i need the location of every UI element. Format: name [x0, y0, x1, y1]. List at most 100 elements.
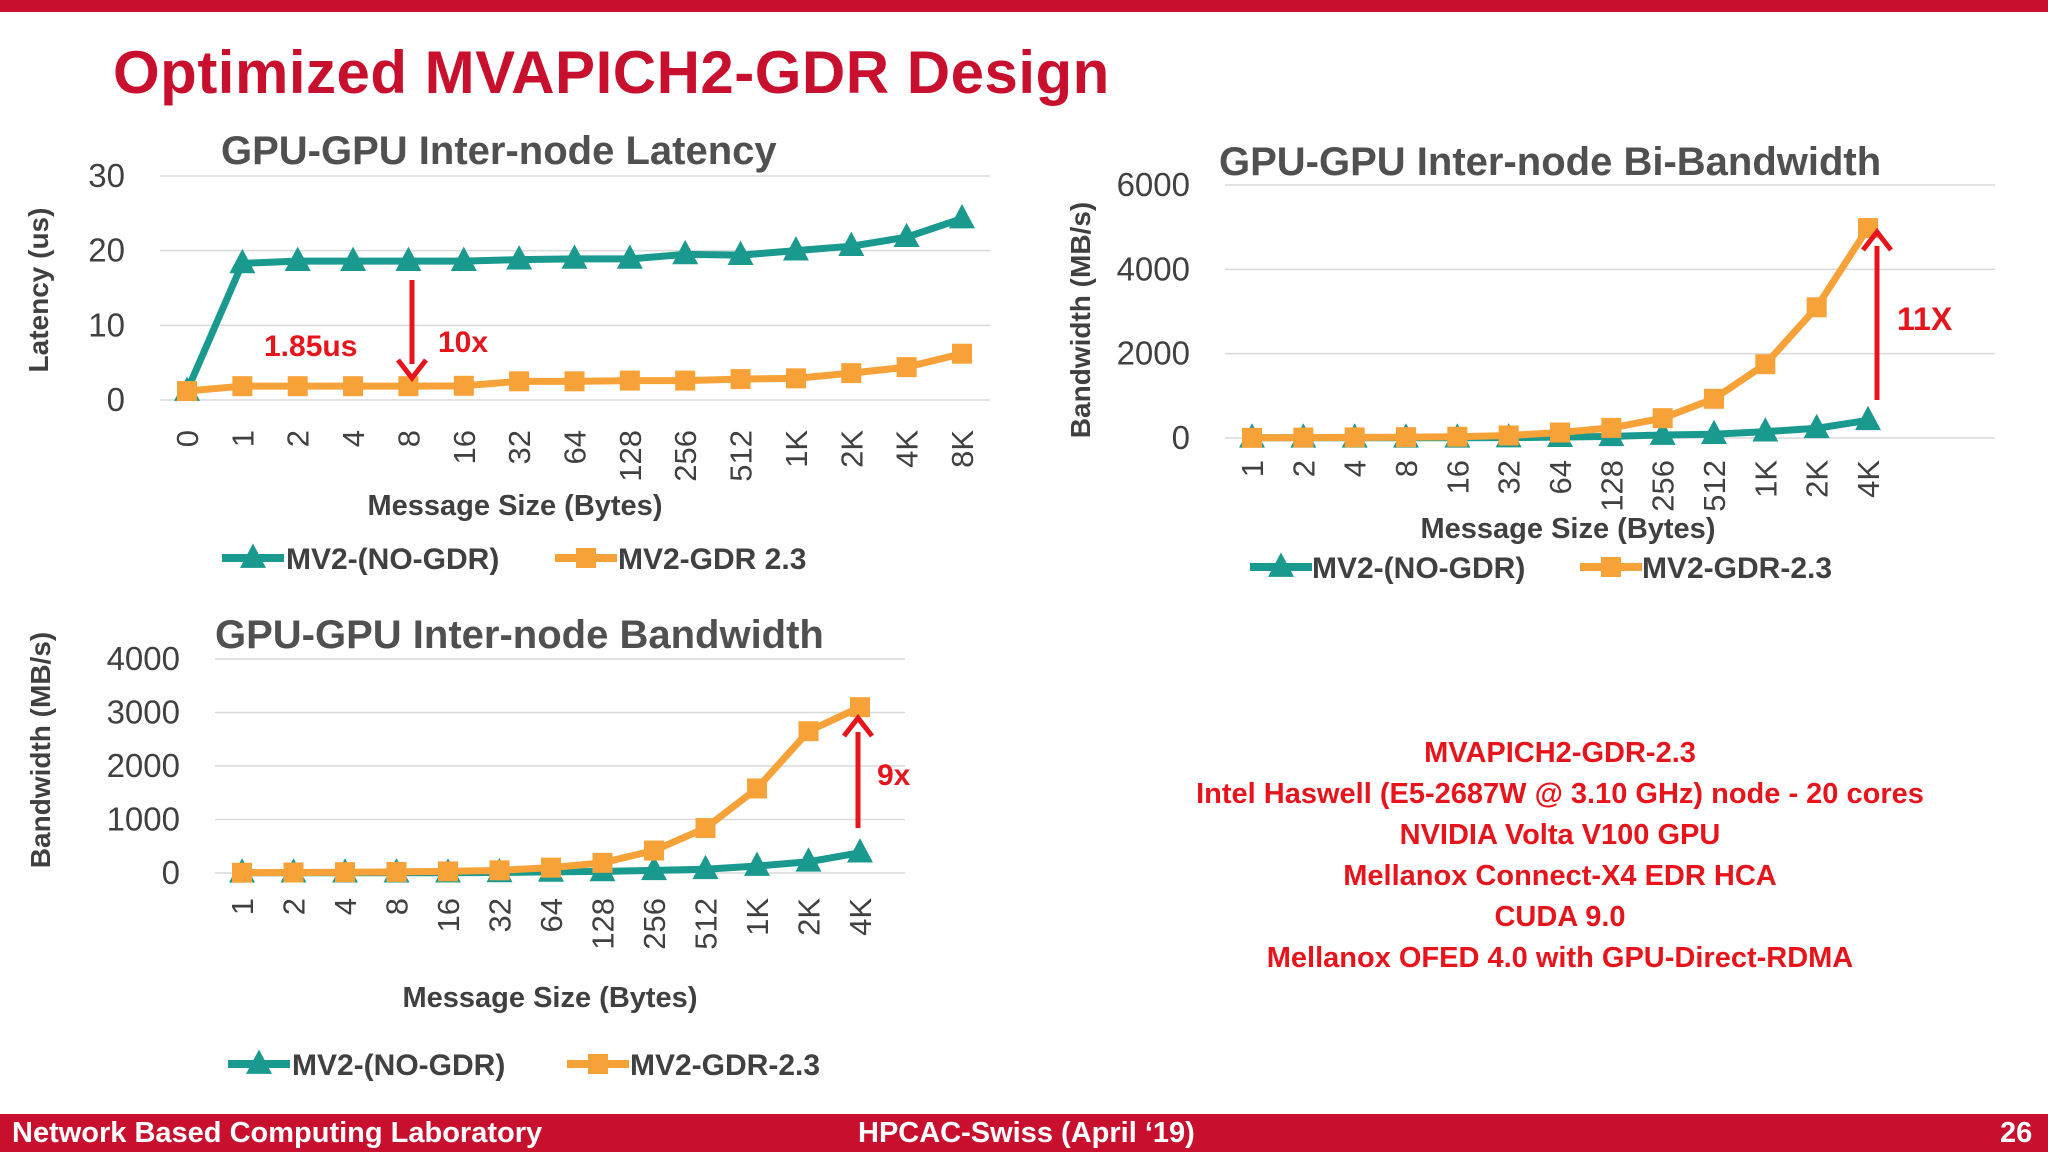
data-point [841, 363, 862, 384]
data-point [395, 246, 422, 271]
x-tick-label: 1K [779, 430, 814, 468]
data-point [838, 231, 865, 257]
chart-title: GPU-GPU Inter-node Latency [221, 129, 777, 173]
data-point [1601, 417, 1622, 438]
data-point [1855, 405, 1881, 431]
data-point [386, 861, 407, 882]
x-tick-label: 16 [1440, 460, 1475, 494]
footer-page-number: 26 [2000, 1117, 2033, 1149]
legend-label: MV2-(NO-GDR) [1312, 552, 1525, 585]
info-line: Mellanox OFED 4.0 with GPU-Direct-RDMA [1266, 942, 1854, 974]
x-tick-label: 4 [1338, 460, 1373, 477]
legend-marker [588, 1054, 608, 1074]
data-point [287, 376, 308, 397]
x-tick-label: 2K [834, 430, 869, 468]
annotation-arrowhead [1861, 227, 1893, 252]
data-point [952, 343, 972, 364]
x-tick-label: 128 [1594, 460, 1629, 512]
y-tick-label: 30 [88, 157, 125, 194]
x-tick-label: 2 [1286, 460, 1321, 477]
x-tick-label: 256 [1646, 460, 1681, 512]
data-point [1704, 388, 1724, 409]
data-point [850, 697, 870, 718]
y-tick-label: 0 [107, 381, 125, 418]
data-point [1447, 426, 1468, 447]
legend-label: MV2-GDR-2.3 [630, 1049, 820, 1082]
series-line [1251, 226, 1871, 442]
data-point [644, 840, 664, 861]
data-point [284, 246, 311, 271]
top-accent-bar [0, 0, 2048, 12]
footer-lab-name: Network Based Computing Laboratory [12, 1117, 543, 1149]
x-tick-label: 4K [890, 430, 925, 468]
x-tick-label: 8 [1389, 460, 1424, 477]
x-tick-label: 32 [502, 430, 537, 464]
data-point [795, 847, 822, 872]
x-tick-label: 2K [1800, 460, 1835, 498]
data-point [641, 855, 667, 881]
x-tick-label: 512 [1697, 460, 1732, 512]
x-tick-label: 128 [613, 430, 648, 482]
legend-marker [246, 1049, 272, 1074]
data-point [177, 381, 197, 402]
footer-event: HPCAC-Swiss (April ‘19) [858, 1117, 1195, 1149]
data-point [489, 860, 510, 881]
x-tick-label: 4 [336, 430, 371, 447]
x-tick-label: 1 [1235, 460, 1270, 477]
annotation-arrowhead [842, 713, 874, 738]
data-point [619, 370, 640, 391]
x-axis-label: Message Size (Bytes) [368, 490, 663, 522]
x-tick-label: 1 [225, 898, 260, 915]
x-tick-label: 2K [792, 898, 827, 936]
x-tick-label: 8 [380, 898, 415, 915]
x-tick-label: 1K [740, 898, 775, 936]
y-tick-label: 0 [1172, 419, 1190, 456]
legend-label: MV2-(NO-GDR) [286, 543, 499, 576]
data-point [730, 369, 751, 390]
data-point [675, 370, 696, 391]
data-point [232, 862, 252, 883]
data-point [335, 862, 355, 883]
data-point [438, 861, 458, 882]
y-tick-label: 4000 [1117, 250, 1190, 287]
legend-marker [1601, 557, 1621, 577]
data-point [506, 245, 533, 270]
data-point [1396, 427, 1416, 448]
info-line: Intel Haswell (E5-2687W @ 3.10 GHz) node… [1196, 778, 1924, 810]
legend-marker [240, 543, 266, 568]
x-tick-label: 512 [689, 898, 724, 950]
x-tick-label: 32 [1492, 460, 1527, 494]
footer-bar: Network Based Computing Laboratory HPCAC… [0, 1114, 2048, 1152]
y-tick-label: 2000 [1117, 335, 1190, 372]
data-point [1652, 408, 1673, 429]
x-tick-label: 64 [534, 898, 569, 932]
y-axis-label: Latency (us) [23, 208, 54, 373]
chart-title: GPU-GPU Inter-node Bandwidth [215, 613, 824, 657]
info-line: Mellanox Connect-X4 EDR HCA [1343, 860, 1777, 892]
data-point [1752, 417, 1779, 442]
x-tick-label: 2 [277, 898, 312, 915]
info-line: CUDA 9.0 [1494, 901, 1626, 933]
data-point [616, 244, 643, 269]
data-point [1701, 419, 1727, 445]
series-line [241, 703, 862, 877]
data-point [949, 204, 975, 229]
data-point [1755, 354, 1776, 375]
x-tick-label: 256 [668, 430, 703, 482]
y-tick-label: 10 [88, 306, 125, 343]
data-point [541, 857, 561, 878]
data-point [453, 375, 474, 396]
data-point [398, 376, 419, 397]
x-tick-label: 256 [637, 898, 672, 950]
legend-label: MV2-(NO-GDR) [292, 1049, 505, 1082]
data-point [1858, 218, 1878, 239]
data-point [893, 222, 920, 248]
x-tick-label: 32 [483, 898, 518, 932]
data-point [1803, 413, 1830, 439]
data-point [1550, 422, 1570, 443]
x-tick-label: 128 [586, 898, 621, 950]
chart-title: GPU-GPU Inter-node Bi-Bandwidth [1219, 140, 1881, 184]
x-tick-label: 4 [328, 898, 363, 915]
y-tick-label: 0 [162, 854, 180, 891]
